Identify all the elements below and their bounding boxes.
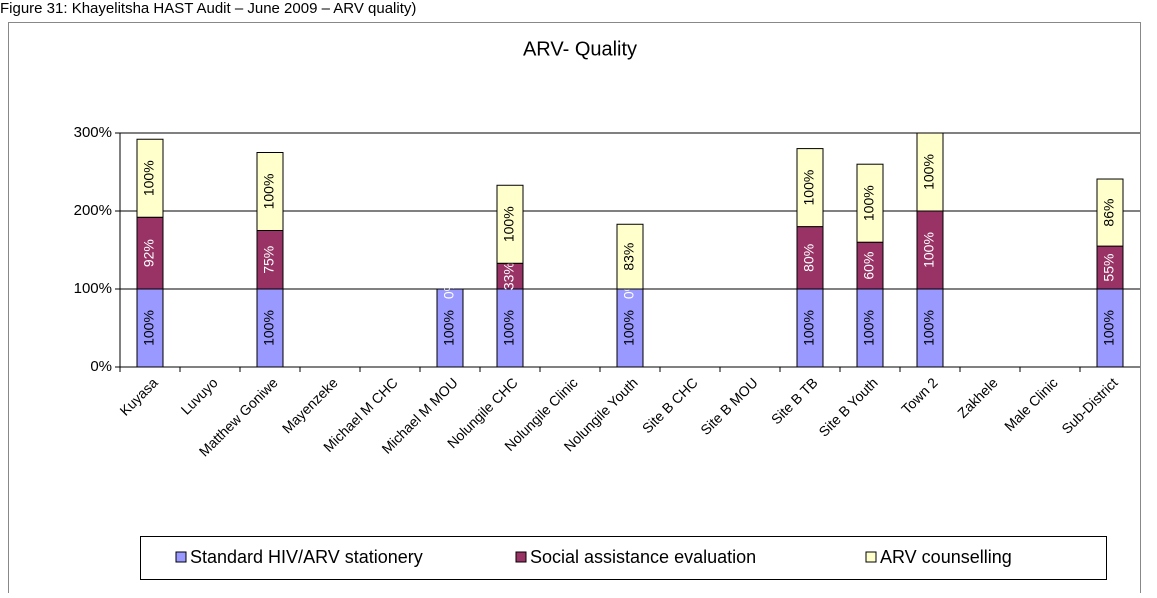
value-label: 100% xyxy=(921,310,937,346)
value-label: 100% xyxy=(261,174,277,210)
bar-segment xyxy=(916,132,944,212)
value-label: 33% xyxy=(501,262,517,290)
value-label: 55% xyxy=(1101,254,1117,282)
bar-segment xyxy=(856,241,884,290)
bar-segment xyxy=(496,288,524,368)
value-label: 100% xyxy=(261,310,277,346)
value-label: 0% xyxy=(441,279,457,299)
legend-label: Social assistance evaluation xyxy=(530,547,756,567)
bar-segment xyxy=(496,262,524,290)
bar-segment xyxy=(1096,288,1124,368)
bar-segment xyxy=(496,184,524,264)
value-label: 100% xyxy=(141,160,157,196)
value-label: 100% xyxy=(441,310,457,346)
value-label: 100% xyxy=(921,154,937,190)
bar-segment xyxy=(856,163,884,243)
value-label: 100% xyxy=(501,206,517,242)
y-tick-label: 300% xyxy=(74,124,112,141)
legend-swatch xyxy=(515,551,527,563)
y-tick-label: 100% xyxy=(74,280,112,297)
bar-segment xyxy=(436,288,464,368)
value-label: 86% xyxy=(1101,199,1117,227)
caption: Figure 31: Khayelitsha HAST Audit – June… xyxy=(0,0,416,17)
y-tick-label: 200% xyxy=(74,202,112,219)
value-label: 100% xyxy=(141,310,157,346)
bar-segment xyxy=(1096,178,1124,247)
legend-swatch xyxy=(865,551,877,563)
bar-segment xyxy=(1096,245,1124,290)
value-label: 92% xyxy=(141,239,157,267)
chart-title: ARV- Quality xyxy=(523,38,637,60)
y-tick-label: 0% xyxy=(90,358,112,375)
value-label: 100% xyxy=(801,170,817,206)
value-label: 100% xyxy=(861,310,877,346)
legend-swatch xyxy=(175,551,187,563)
chart-frame xyxy=(8,22,1141,598)
bar-segment xyxy=(916,288,944,368)
value-label: 100% xyxy=(621,310,637,346)
bar-segment xyxy=(616,223,644,290)
bar-segment xyxy=(796,148,824,228)
bar-segment xyxy=(796,288,824,368)
bar-segment xyxy=(136,216,164,290)
bar-segment xyxy=(856,288,884,368)
value-label: 100% xyxy=(1101,310,1117,346)
value-label: 60% xyxy=(861,252,877,280)
value-label: 100% xyxy=(501,310,517,346)
value-label: 80% xyxy=(801,244,817,272)
bar-segment xyxy=(796,226,824,290)
bar-segment xyxy=(256,152,284,231)
legend-box xyxy=(140,536,1107,580)
value-label: 100% xyxy=(861,185,877,221)
legend-label: ARV counselling xyxy=(880,547,1012,567)
value-label: 83% xyxy=(621,243,637,271)
bar-segment xyxy=(136,138,164,218)
value-label: 100% xyxy=(921,232,937,268)
value-label: 100% xyxy=(801,310,817,346)
value-label: 75% xyxy=(261,246,277,274)
bar-segment xyxy=(916,210,944,290)
legend-label: Standard HIV/ARV stationery xyxy=(190,547,423,567)
